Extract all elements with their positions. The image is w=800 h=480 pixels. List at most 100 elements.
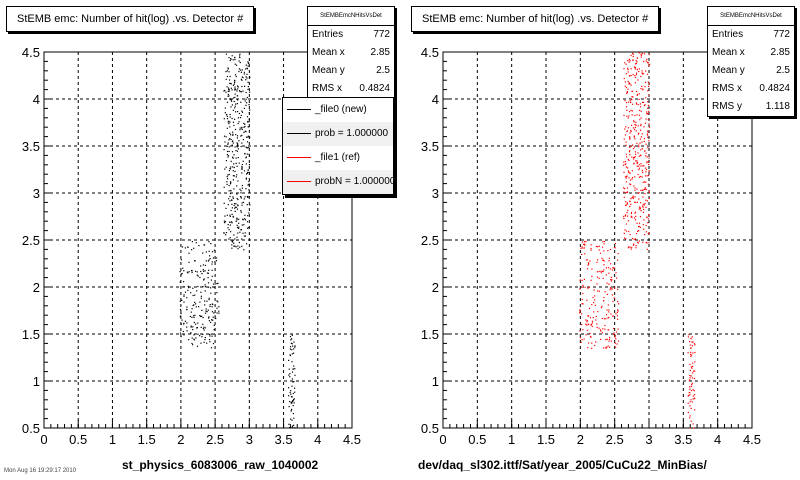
data-point xyxy=(236,236,238,238)
data-point xyxy=(197,333,199,335)
data-point xyxy=(244,218,246,220)
data-point xyxy=(204,300,206,302)
data-point xyxy=(291,371,294,373)
data-point xyxy=(206,272,209,274)
data-point xyxy=(292,368,294,370)
right-stats-name: StEMBEmcNHitsVsDet xyxy=(708,7,794,26)
data-point xyxy=(214,283,216,285)
data-point xyxy=(203,244,205,246)
data-point xyxy=(237,117,239,119)
data-point xyxy=(234,89,236,91)
data-point xyxy=(233,234,235,236)
stat-label: RMS x xyxy=(312,83,342,94)
data-point xyxy=(248,126,250,128)
data-point xyxy=(240,192,242,194)
data-point xyxy=(232,166,234,168)
data-point xyxy=(246,227,249,229)
data-point xyxy=(288,406,290,408)
data-point xyxy=(237,198,239,201)
data-point xyxy=(198,245,200,247)
data-point xyxy=(233,124,235,127)
left-x-axis-title: st_physics_6083006_raw_1040002 xyxy=(122,458,319,472)
data-point xyxy=(243,131,245,133)
data-point xyxy=(193,316,195,319)
data-point xyxy=(245,76,247,78)
data-point xyxy=(183,286,185,288)
data-point xyxy=(289,336,292,338)
data-point xyxy=(204,337,206,339)
data-point xyxy=(233,175,235,177)
data-point xyxy=(194,301,196,303)
data-point xyxy=(223,202,225,204)
data-point xyxy=(230,87,232,89)
data-point xyxy=(226,70,228,72)
data-point xyxy=(244,196,246,198)
data-point xyxy=(179,315,182,317)
data-point xyxy=(290,410,292,412)
data-point xyxy=(224,89,226,92)
data-point xyxy=(204,339,206,341)
data-point xyxy=(231,100,233,102)
data-point xyxy=(243,71,245,73)
data-point xyxy=(236,137,238,139)
data-point xyxy=(289,348,291,350)
left-stats-row: Mean y 2.5 xyxy=(308,62,394,80)
data-point xyxy=(190,333,192,335)
data-point xyxy=(225,160,227,162)
data-point xyxy=(235,64,238,66)
data-point xyxy=(249,91,251,93)
data-point xyxy=(204,312,207,314)
right-stats-box: StEMBEmcNHitsVsDet Entries 772 Mean x 2.… xyxy=(707,6,795,117)
data-point xyxy=(226,115,228,117)
data-point xyxy=(294,345,296,347)
left-stats-row: Mean x 2.85 xyxy=(308,44,394,62)
data-point xyxy=(206,300,208,302)
data-point xyxy=(225,71,227,73)
data-point xyxy=(225,207,227,209)
x-tick-label: 2 xyxy=(177,432,184,447)
data-point xyxy=(205,310,207,312)
data-point xyxy=(240,91,243,93)
y-tick-label: 2 xyxy=(33,280,40,295)
data-point xyxy=(197,275,199,277)
data-point xyxy=(193,304,195,306)
data-point xyxy=(181,272,183,275)
left-stats-box: StEMBEmcNHitsVsDet Entries 772 Mean x 2.… xyxy=(307,6,395,99)
data-point xyxy=(218,310,220,312)
data-point xyxy=(183,270,185,272)
x-tick-label: 4 xyxy=(314,432,321,447)
data-point xyxy=(237,99,239,101)
data-point xyxy=(237,245,239,247)
data-point xyxy=(195,303,197,305)
data-point xyxy=(192,304,194,307)
data-point xyxy=(243,224,245,226)
data-point xyxy=(207,260,209,262)
x-tick-label: 2.5 xyxy=(206,432,224,447)
data-point xyxy=(225,166,227,168)
data-point xyxy=(224,107,226,109)
data-point xyxy=(238,218,240,220)
data-point xyxy=(236,90,238,92)
data-point xyxy=(194,314,196,316)
y-tick-label: 1 xyxy=(33,374,40,389)
data-point xyxy=(294,427,296,429)
data-point xyxy=(202,323,204,325)
data-point xyxy=(232,196,234,198)
data-point xyxy=(232,170,234,172)
data-point xyxy=(215,260,217,262)
data-point xyxy=(207,309,209,311)
data-point xyxy=(248,180,250,183)
data-point xyxy=(226,145,228,147)
data-point xyxy=(230,160,232,162)
data-point xyxy=(223,232,225,234)
data-point xyxy=(227,95,229,97)
data-point xyxy=(245,146,247,148)
data-point xyxy=(239,61,241,64)
data-point xyxy=(180,313,182,315)
data-point xyxy=(241,85,243,88)
data-point xyxy=(200,295,202,297)
data-point xyxy=(291,401,293,403)
data-point xyxy=(239,69,242,71)
data-point xyxy=(238,70,240,73)
data-point xyxy=(203,329,205,331)
